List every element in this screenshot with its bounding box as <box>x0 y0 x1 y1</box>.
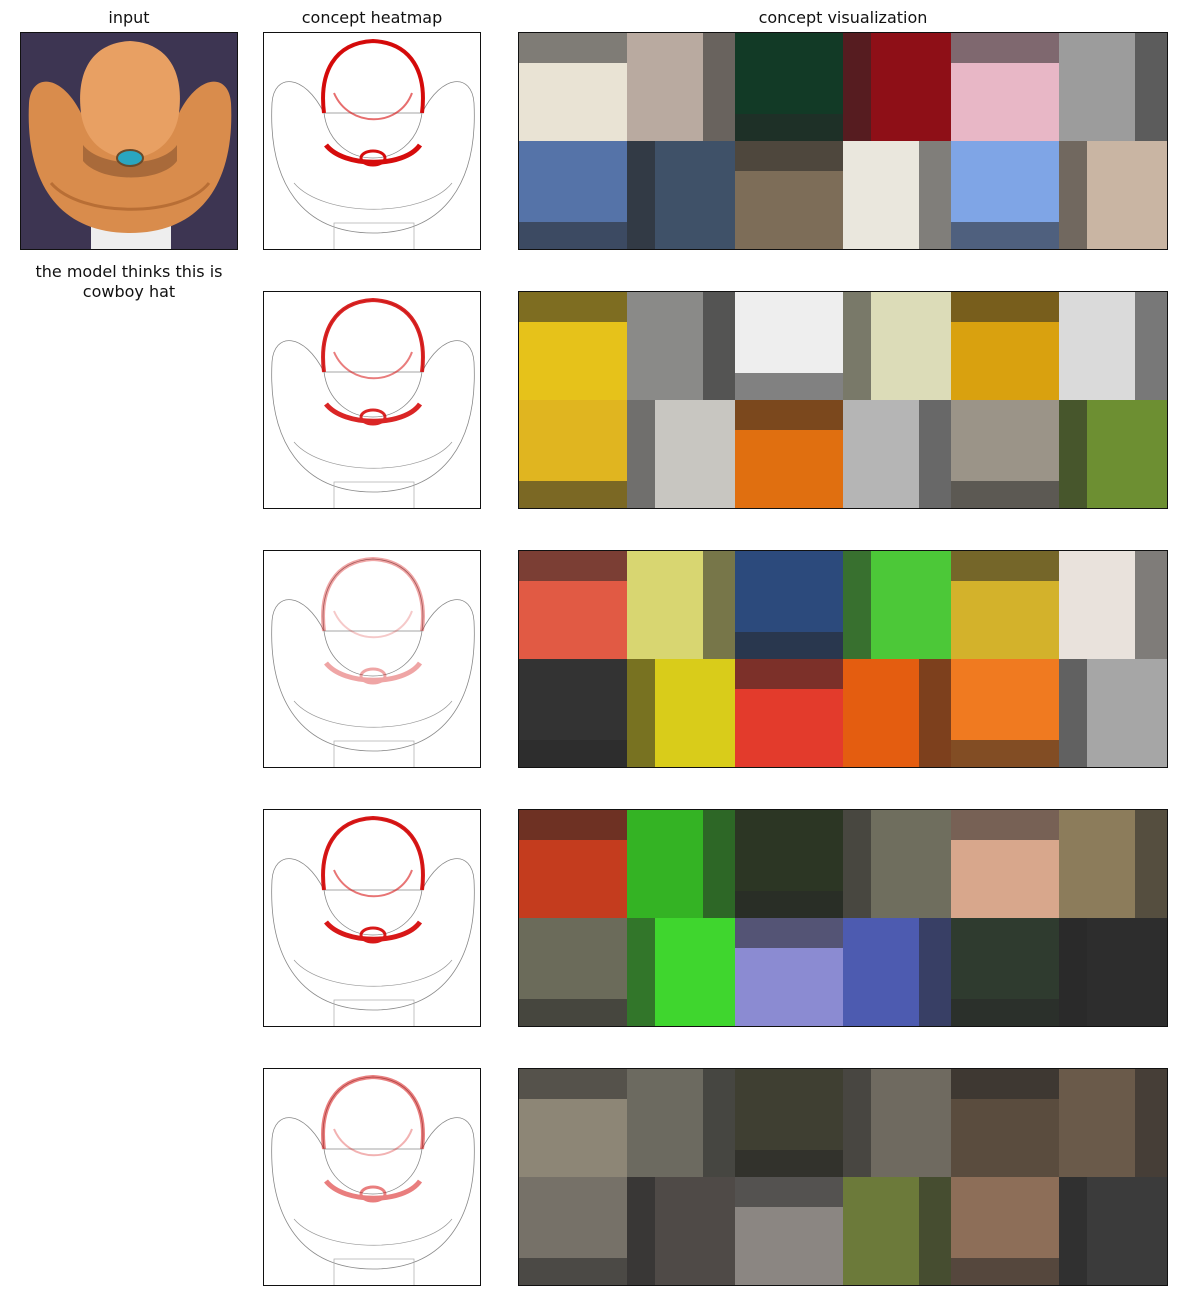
concept-patch-banded-snake <box>951 918 1059 1026</box>
concept-patch-shoes <box>735 141 843 249</box>
concept-patch-black-snake <box>1059 918 1167 1026</box>
concept-patch-red-goggles <box>843 33 951 141</box>
concept-patch-elephant-trunk <box>519 1177 627 1285</box>
concept-visualization-grid <box>518 1068 1168 1286</box>
concept-patch-water-buffalo <box>1059 1177 1167 1285</box>
concept-patch-elephant-face <box>519 1069 627 1177</box>
concept-patch-elephant-wrinkles <box>735 1177 843 1285</box>
concept-patch-white-hat <box>843 400 951 508</box>
concept-patch-blue-cloth <box>951 141 1059 249</box>
heatmap-overlay <box>271 556 475 767</box>
concept-patch-guitar-neck <box>735 918 843 1026</box>
concept-patch-green-hat <box>735 33 843 141</box>
concept-patch-black-pick <box>519 659 627 767</box>
concept-patch-red-pick <box>735 659 843 767</box>
concept-patch-green-pick <box>843 551 951 659</box>
concept-patch-cowboy-hat-person <box>519 33 627 141</box>
concept-patch-orange-pick <box>843 659 951 767</box>
concept-patch-white-pick <box>1059 551 1167 659</box>
concept-patch-lemons <box>519 292 627 400</box>
concept-patch-yellow-pick-3 <box>627 659 735 767</box>
concept-patch-yellow-pick-2 <box>951 551 1059 659</box>
concept-patch-red-guitar <box>519 810 627 918</box>
concept-patch-ipod-wheel <box>1059 659 1167 767</box>
concept-patch-teacup <box>843 141 951 249</box>
concept-patch-guitar-picks <box>519 551 627 659</box>
concept-patch-butterfly-bib <box>951 33 1059 141</box>
concept-patch-radiator <box>627 400 735 508</box>
heatmap-overlay <box>271 815 475 1026</box>
concept-patch-window-blinds <box>627 292 735 400</box>
concept-visualization-grid <box>518 32 1168 250</box>
concept-heatmap <box>263 1068 481 1286</box>
concept-patch-elephant-head <box>951 1069 1059 1177</box>
concept-patch-coiled-snake <box>1059 810 1167 918</box>
concept-patch-white-cloth <box>1059 292 1167 400</box>
concept-heatmap <box>263 291 481 509</box>
concept-patch-lemon-bowl <box>519 400 627 508</box>
concept-patch-bright-green-snake <box>627 918 735 1026</box>
concept-heatmap <box>263 32 481 250</box>
concept-patch-blue-clogs <box>519 141 627 249</box>
concept-patch-child-sunglasses <box>627 141 735 249</box>
concept-patch-elephant-tusk <box>843 1069 951 1177</box>
heatmap-overlay <box>271 38 475 249</box>
concept-patch-melons <box>1059 400 1167 508</box>
concept-patch-yellow-pick <box>627 551 735 659</box>
input-image <box>20 32 238 250</box>
concept-patch-toilet-paper-cat <box>951 400 1059 508</box>
concept-patch-buffalo <box>735 1069 843 1177</box>
concept-visualization-grid <box>518 550 1168 768</box>
concept-heatmap <box>263 550 481 768</box>
concept-patch-oranges <box>735 400 843 508</box>
input-title: input <box>108 8 150 27</box>
concept-patch-elephant-grass <box>843 1177 951 1285</box>
concept-patch-elephant-close <box>627 1177 735 1285</box>
concept-patch-green-snake <box>627 810 735 918</box>
visualization-title: concept visualization <box>758 8 928 27</box>
concept-patch-sunglasses <box>627 33 735 141</box>
concept-patch-woman-hat <box>951 1177 1059 1285</box>
hat-icon <box>21 33 237 249</box>
concept-patch-blue-pick <box>735 551 843 659</box>
concept-patch-orange-pick-2 <box>951 659 1059 767</box>
concept-patch-pale-fabric <box>843 292 951 400</box>
concept-patch-elephant-ear <box>1059 1069 1167 1177</box>
prediction-caption: the model thinks this is cowboy hat <box>35 262 223 301</box>
concept-patch-patterned-fabric <box>735 292 843 400</box>
heatmap-title: concept heatmap <box>301 8 443 27</box>
heatmap-overlay <box>271 297 475 508</box>
concept-patch-elephant-eye <box>627 1069 735 1177</box>
concept-heatmap <box>263 809 481 1027</box>
concept-patch-gray-fabric <box>1059 33 1167 141</box>
heatmap-overlay <box>271 1074 475 1285</box>
concept-patch-dark-snake <box>735 810 843 918</box>
concept-visualization-grid <box>518 291 1168 509</box>
concept-patch-pale-snake <box>951 810 1059 918</box>
concept-patch-orange-fruit <box>951 292 1059 400</box>
concept-patch-gray-snake <box>843 810 951 918</box>
concept-visualization-grid <box>518 809 1168 1027</box>
concept-patch-teapot <box>1059 141 1167 249</box>
concept-patch-blue-shirt <box>843 918 951 1026</box>
concept-patch-python-skin <box>519 918 627 1026</box>
